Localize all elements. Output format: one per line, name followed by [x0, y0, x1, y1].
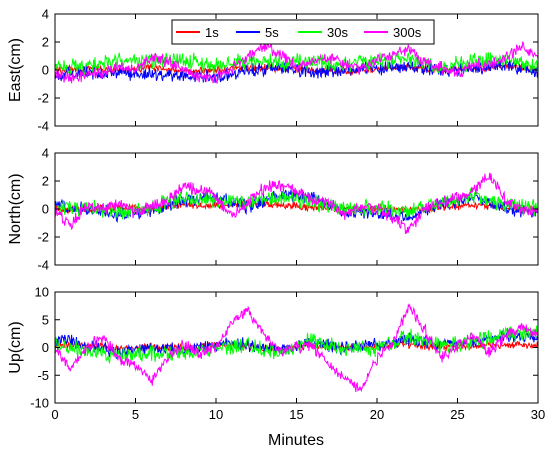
y-axis-label-panel-2: North(cm)	[7, 173, 24, 244]
y-tick-label: 4	[42, 146, 49, 161]
panel-2-series	[55, 172, 538, 235]
y-tick-label: 10	[35, 285, 49, 300]
x-axis-ticks: 0 5 10 15 20 25 30	[51, 407, 545, 422]
y-tick-label: -10	[30, 396, 49, 411]
y-tick-label: 0	[42, 202, 49, 217]
y-tick-label: -5	[37, 368, 49, 383]
panel-1: -4 -2 0 2 4 East(cm)	[7, 7, 539, 134]
x-tick-label: 5	[132, 407, 139, 422]
x-tick-label: 15	[289, 407, 303, 422]
x-tick-label: 10	[209, 407, 223, 422]
panel-2-frame	[54, 152, 539, 266]
legend-label-1s: 1s	[205, 25, 219, 40]
y-axis-label-panel-1: East(cm)	[7, 38, 24, 102]
y-tick-label: 2	[42, 174, 49, 189]
series-line-300s-panel-1	[55, 41, 538, 84]
panel-3-series	[55, 303, 538, 393]
x-tick-label: 0	[51, 407, 58, 422]
panel-2: -4 -2 0 2 4 North(cm)	[7, 146, 539, 273]
y-tick-label: -4	[37, 119, 49, 134]
legend-label-5s: 5s	[265, 25, 279, 40]
y-tick-label: 4	[42, 7, 49, 22]
x-tick-label: 30	[531, 407, 545, 422]
x-tick-label: 25	[450, 407, 464, 422]
series-line-30s-panel-1	[55, 52, 538, 77]
legend: 1s 5s 30s 300s	[171, 19, 435, 45]
series-line-300s-panel-3	[55, 303, 538, 393]
y-tick-label: 2	[42, 35, 49, 50]
y-tick-label: 0	[42, 340, 49, 355]
legend-label-30s: 30s	[327, 25, 348, 40]
panel-3: -10 -5 0 5 10 Up(cm)	[7, 285, 539, 411]
x-tick-label: 20	[370, 407, 384, 422]
panels: -4 -2 0 2 4 East(cm) -4 -2 0 2 4 North(cm) -10 -5 0 5 10…	[7, 7, 539, 411]
panel-1-series	[55, 41, 538, 84]
y-axis-label-panel-3: Up(cm)	[7, 321, 24, 373]
y-tick-label: -4	[37, 258, 49, 273]
y-tick-label: -2	[37, 230, 49, 245]
y-tick-label: -2	[37, 91, 49, 106]
y-tick-label: 0	[42, 63, 49, 78]
legend-label-300s: 300s	[393, 25, 422, 40]
x-axis-label: Minutes	[268, 432, 324, 449]
y-tick-label: 5	[42, 312, 49, 327]
series-line-300s-panel-2	[55, 172, 538, 235]
